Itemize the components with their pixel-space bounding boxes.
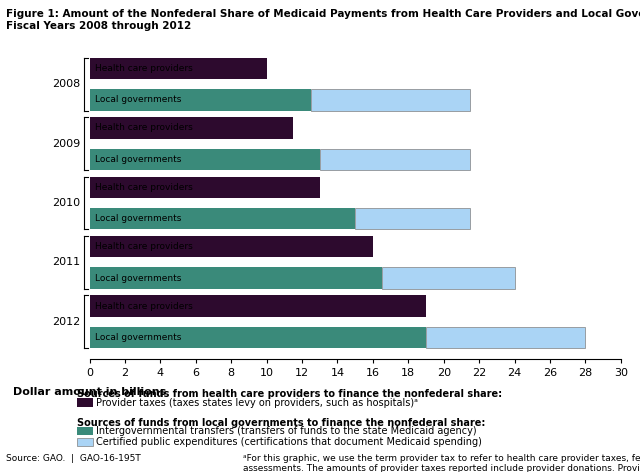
- Text: ᵃFor this graphic, we use the term provider tax to refer to health care provider: ᵃFor this graphic, we use the term provi…: [243, 454, 640, 472]
- Bar: [90, 295, 426, 317]
- Bar: [426, 327, 586, 348]
- Text: Sources of funds from health care providers to finance the nonfederal share:: Sources of funds from health care provid…: [77, 389, 502, 399]
- Text: Health care providers: Health care providers: [95, 64, 193, 73]
- Text: 2010: 2010: [52, 198, 81, 208]
- Bar: [381, 267, 515, 289]
- Text: Local governments: Local governments: [95, 95, 181, 104]
- Text: Local governments: Local governments: [95, 333, 181, 342]
- X-axis label: Dollar amount in billions: Dollar amount in billions: [13, 387, 166, 397]
- Bar: [90, 177, 320, 198]
- Text: Figure 1: Amount of the Nonfederal Share of Medicaid Payments from Health Care P: Figure 1: Amount of the Nonfederal Share…: [6, 9, 640, 31]
- Text: 2012: 2012: [52, 317, 81, 327]
- Bar: [90, 58, 267, 79]
- Text: Health care providers: Health care providers: [95, 242, 193, 251]
- Text: Certified public expenditures (certifications that document Medicaid spending): Certified public expenditures (certifica…: [96, 437, 482, 447]
- Text: Health care providers: Health care providers: [95, 302, 193, 311]
- Bar: [90, 327, 426, 348]
- Bar: [90, 236, 373, 257]
- Text: Local governments: Local governments: [95, 273, 181, 283]
- Text: Provider taxes (taxes states levy on providers, such as hospitals)ᵃ: Provider taxes (taxes states levy on pro…: [96, 397, 418, 408]
- Bar: [90, 208, 355, 229]
- Bar: [311, 89, 470, 110]
- Text: Local governments: Local governments: [95, 214, 181, 223]
- Text: 2011: 2011: [52, 257, 81, 267]
- Text: Sources of funds from local governments to finance the nonfederal share:: Sources of funds from local governments …: [77, 418, 485, 428]
- Text: Health care providers: Health care providers: [95, 183, 193, 192]
- Bar: [320, 149, 470, 170]
- Text: Health care providers: Health care providers: [95, 123, 193, 133]
- Text: Source: GAO.  |  GAO-16-195T: Source: GAO. | GAO-16-195T: [6, 454, 141, 463]
- Bar: [90, 89, 311, 110]
- Text: 2009: 2009: [52, 139, 81, 149]
- Text: Local governments: Local governments: [95, 155, 181, 164]
- Bar: [90, 267, 381, 289]
- Bar: [355, 208, 470, 229]
- Bar: [90, 117, 293, 139]
- Text: Intergovernmental transfers (transfers of funds to the state Medicaid agency): Intergovernmental transfers (transfers o…: [96, 426, 477, 436]
- Text: 2008: 2008: [52, 79, 81, 89]
- Bar: [90, 149, 320, 170]
